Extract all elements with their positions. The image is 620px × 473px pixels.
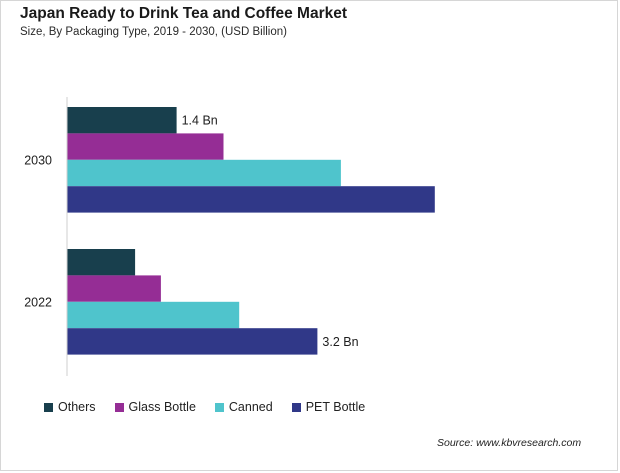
bar-2030-canned	[67, 159, 341, 187]
legend-label: Others	[58, 400, 96, 414]
category-label-2022: 2022	[24, 295, 52, 309]
data-label-2030-others: 1.4 Bn	[182, 114, 218, 128]
legend-item-glass-bottle: Glass Bottle	[114, 400, 196, 414]
legend: Others Glass Bottle Canned PET Bottle	[44, 400, 384, 414]
legend-swatch	[214, 402, 224, 412]
source-note: Source: www.kbvresearch.com	[437, 437, 582, 449]
bar-2022-others	[67, 249, 136, 276]
legend-item-pet-bottle: PET Bottle	[291, 400, 366, 414]
legend-label: Glass Bottle	[128, 400, 196, 414]
bar-2022-glass-bottle	[67, 275, 161, 302]
bar-2030-others	[67, 107, 177, 134]
legend-label: Canned	[228, 400, 273, 414]
chart-subtitle: Size, By Packaging Type, 2019 - 2030, (U…	[20, 26, 287, 38]
legend-item-canned: Canned	[214, 400, 273, 414]
legend-swatch	[114, 402, 124, 412]
bar-2030-pet-bottle	[67, 186, 435, 213]
legend-item-others: Others	[44, 400, 96, 414]
legend-label: PET Bottle	[305, 400, 366, 414]
bar-2030-glass-bottle	[67, 133, 224, 160]
chart-title: Japan Ready to Drink Tea and Coffee Mark…	[20, 5, 348, 22]
legend-swatch	[44, 402, 53, 412]
bar-2022-pet-bottle	[67, 328, 318, 355]
legend-swatch	[291, 402, 301, 412]
category-label-2030: 2030	[24, 153, 52, 167]
bar-2022-canned	[67, 301, 240, 329]
data-label-2022-pet-bottle: 3.2 Bn	[322, 335, 358, 349]
